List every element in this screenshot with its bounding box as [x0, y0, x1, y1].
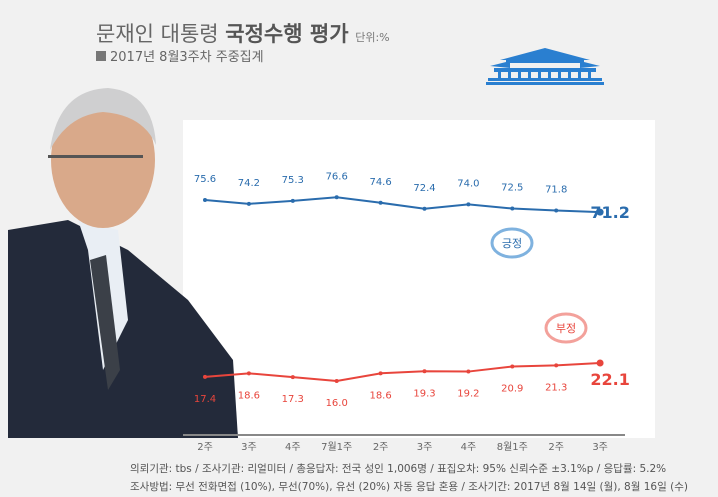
- data-label: 74.2: [238, 178, 260, 189]
- data-label: 72.4: [413, 183, 435, 194]
- data-point: [378, 371, 383, 376]
- data-label: 72.5: [501, 183, 523, 194]
- x-tick-label: 2주: [373, 442, 389, 453]
- data-label: 19.2: [457, 389, 479, 400]
- data-label: 17.3: [282, 394, 304, 405]
- legend-bubble-negative: [544, 312, 588, 344]
- data-label: 74.0: [457, 178, 479, 189]
- survey-footer: 의뢰기관: tbs / 조사기관: 리얼미터 / 총응답자: 전국 성인 1,0…: [130, 460, 688, 496]
- data-label: 74.6: [369, 177, 391, 188]
- x-tick-label: 8월1주: [497, 441, 528, 453]
- chart-panel: [183, 120, 655, 438]
- legend-bubble-positive: [490, 227, 534, 259]
- data-point: [203, 198, 207, 202]
- title-bold: 국정수행 평가: [225, 22, 349, 46]
- data-point: [203, 374, 207, 379]
- data-label: 76.6: [326, 171, 348, 182]
- data-label: 20.9: [501, 384, 523, 395]
- footer-line-2: 조사방법: 무선 전화면접 (10%), 무선(70%), 유선 (20%) 자…: [130, 481, 688, 493]
- data-label: 71.8: [545, 184, 567, 195]
- data-label: 17.4: [194, 394, 216, 405]
- data-point: [510, 364, 515, 369]
- data-label: 16.0: [326, 398, 348, 409]
- data-point: [466, 369, 471, 374]
- data-point: [596, 208, 604, 216]
- data-point: [466, 202, 471, 207]
- legend-positive: 긍정: [502, 237, 522, 250]
- series-line-positive: [204, 196, 601, 214]
- data-point: [554, 208, 559, 213]
- chart-subtitle: 2017년 8월3주차 주중집계: [96, 46, 264, 65]
- data-point: [334, 195, 339, 200]
- data-label: 21.3: [545, 382, 567, 393]
- x-tick-label: 4주: [461, 442, 477, 453]
- data-label: 75.3: [282, 175, 304, 186]
- data-label: 22.1: [590, 370, 629, 389]
- data-label: 18.6: [369, 390, 391, 401]
- x-tick-label: 2주: [197, 442, 213, 453]
- x-tick-label: 2주: [548, 442, 564, 453]
- x-tick-label: 3주: [241, 442, 257, 453]
- data-label: 19.3: [413, 388, 435, 399]
- unit-label: 단위:%: [355, 31, 390, 44]
- footer-line-1: 의뢰기관: tbs / 조사기관: 리얼미터 / 총응답자: 전국 성인 1,0…: [130, 463, 667, 475]
- x-tick-label: 4주: [285, 442, 301, 453]
- x-tick-label: 7월1주: [321, 441, 352, 453]
- data-label: 18.6: [238, 390, 260, 401]
- x-tick-label: 3주: [417, 442, 433, 453]
- series-line-negative: [204, 362, 601, 383]
- president-photo: [8, 88, 238, 438]
- chart-title: 문재인 대통령 국정수행 평가 단위:%: [96, 18, 390, 48]
- x-tick-label: 3주: [592, 442, 608, 453]
- data-label: 71.2: [590, 203, 629, 222]
- data-point: [596, 359, 604, 367]
- data-point: [378, 200, 383, 205]
- data-point: [422, 206, 427, 211]
- data-label: 75.6: [194, 174, 216, 185]
- data-point: [246, 201, 251, 206]
- data-point: [422, 369, 427, 374]
- data-point: [334, 379, 339, 383]
- legend-negative: 부정: [556, 322, 576, 335]
- title-light: 문재인 대통령: [96, 22, 226, 46]
- data-point: [246, 371, 251, 376]
- blue-house-logo-icon: [486, 48, 604, 85]
- data-point: [290, 375, 295, 380]
- data-point: [510, 206, 515, 211]
- data-point: [290, 198, 295, 203]
- data-point: [554, 363, 559, 368]
